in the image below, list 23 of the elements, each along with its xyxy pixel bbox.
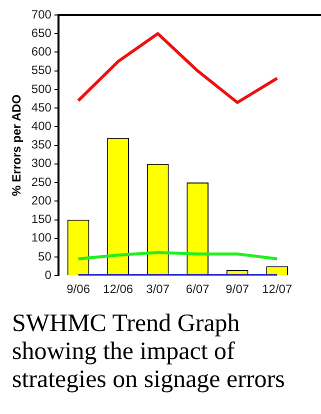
y-tick-label: 0 (44, 268, 52, 282)
text: SWHMC Trend Graph showing the impact of strategies on signage errors (12, 310, 286, 394)
y-tick-label: 250 (31, 174, 52, 189)
y-tick-label: 500 (31, 82, 52, 96)
y-tick-label: 200 (31, 193, 52, 208)
y-tick-label: 300 (31, 156, 52, 170)
y-tick-label: 350 (31, 138, 52, 152)
y-tick-label: 700 (31, 7, 52, 22)
y-tick-label: 400 (31, 119, 52, 133)
x-tick-label: 6/07 (186, 282, 210, 296)
x-tick-label: 9/07 (226, 282, 250, 296)
y-tick-label: 550 (31, 63, 52, 78)
y-tick-label: 450 (31, 100, 52, 114)
y-tick-label: 150 (31, 212, 52, 226)
x-tick-label: 3/07 (146, 282, 170, 296)
y-tick-label: 600 (31, 44, 52, 59)
x-tick-label: 12/06 (103, 282, 134, 296)
x-tick-label: 12/07 (262, 282, 292, 296)
y-axis-title: % Errors per ADO (10, 94, 24, 196)
y-tick-label: 100 (31, 230, 52, 245)
y-tick-label: 50 (38, 249, 52, 264)
x-tick-label: 9/06 (66, 282, 90, 296)
y-tick-label: 650 (31, 26, 52, 40)
